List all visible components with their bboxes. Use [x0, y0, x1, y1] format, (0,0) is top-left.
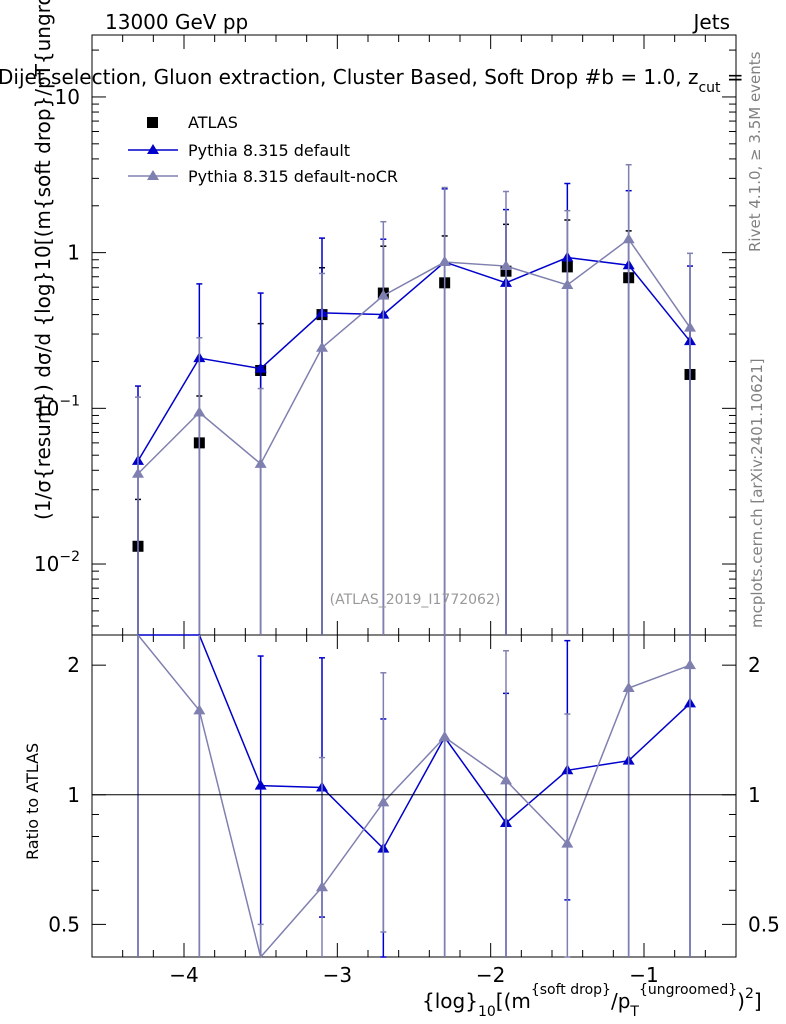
mc-data-point — [254, 362, 267, 373]
y-tick-base: 10 — [34, 396, 59, 420]
y-tick-base: 1 — [67, 241, 80, 265]
y-tick-label-main: 10−1 — [34, 393, 80, 420]
y-tick-label-ratio: 1 — [67, 783, 80, 807]
main-series-layer — [132, 163, 696, 635]
ratio-point — [684, 659, 696, 670]
analysis-id: (ATLAS_2019_I1772062) — [330, 592, 501, 608]
legend-nocr-marker — [147, 170, 159, 180]
mc-data-point — [316, 341, 328, 352]
mc-data-point — [561, 278, 574, 289]
mc-data-point — [254, 457, 267, 468]
ratio-point — [377, 796, 390, 807]
legend-default-label: Pythia 8.315 default — [188, 141, 350, 160]
mc-data-point — [377, 289, 390, 300]
x-tick-label: −3 — [323, 963, 352, 987]
x-label-sup1: {soft drop} — [531, 982, 611, 998]
x-axis-label: {log}10[(m{soft drop}/pT{ungroomed})2] — [422, 982, 762, 1020]
rivet-label: Rivet 4.1.0, ≥ 3.5M events — [746, 51, 764, 252]
ratio-point — [500, 774, 512, 785]
y-tick-label-ratio-right: 2 — [748, 653, 761, 677]
jets-label: Jets — [692, 10, 730, 34]
mc-data-point — [684, 321, 696, 332]
x-label-mid: [(m — [496, 989, 531, 1013]
series-line-2 — [137, 238, 691, 475]
x-label-sup3: 2 — [745, 986, 754, 1002]
legend-atlas-label: ATLAS — [188, 113, 238, 132]
plot-title-main: Dijet selection, Gluon extraction, Clust… — [0, 65, 698, 89]
y-tick-label-main: 10−2 — [34, 549, 80, 576]
mc-data-point — [132, 467, 144, 478]
x-tick-label: −1 — [629, 963, 658, 987]
ratio-frame — [91, 634, 737, 958]
x-label-close: ] — [754, 989, 762, 1013]
plot-title: Dijet selection, Gluon extraction, Clust… — [0, 65, 744, 96]
y-tick-label-main: 10 — [55, 85, 80, 109]
legend: ATLAS Pythia 8.315 default Pythia 8.315 … — [128, 113, 398, 186]
ratio-point — [438, 731, 451, 742]
mc-data-point — [193, 406, 206, 417]
energy-label: 13000 GeV pp — [105, 10, 248, 34]
y-tick-label-ratio-right: 0.5 — [748, 912, 780, 936]
y-tick-label-ratio: 0.5 — [48, 912, 80, 936]
mcplots-label: mcplots.cern.ch [arXiv:2401.10621] — [748, 358, 766, 628]
mc-data-point — [438, 256, 451, 267]
x-label-sup2: {ungroomed} — [639, 982, 737, 998]
x-label-sub2: T — [629, 1004, 639, 1020]
plot-title-tail: = — [721, 65, 744, 89]
x-tick-label: −2 — [476, 963, 505, 987]
x-tick-label: −4 — [169, 963, 198, 987]
ratio-line-1 — [137, 634, 691, 959]
mc-data-point — [500, 260, 512, 271]
plot-title-sub: cut — [698, 80, 721, 96]
legend-atlas-marker — [147, 117, 158, 128]
x-label-sub1: 10 — [478, 1004, 496, 1020]
x-label-mid2: /p — [611, 989, 630, 1013]
legend-nocr-label: Pythia 8.315 default-noCR — [188, 167, 398, 186]
legend-default-marker — [147, 144, 159, 154]
y-tick-base: 10 — [55, 85, 80, 109]
ratio-point — [254, 779, 267, 790]
x-label-end: ) — [737, 989, 745, 1013]
y-tick-label-ratio-right: 1 — [748, 783, 761, 807]
y-tick-label-main: 1 — [67, 241, 80, 265]
y-axis-label: (1/σ{resum}) dσ/d {log}10[(m{soft drop}/… — [31, 0, 55, 520]
y-tick-exponent: −2 — [59, 549, 80, 565]
ratio-point — [193, 704, 206, 715]
y-tick-label-ratio: 2 — [67, 653, 80, 677]
ratio-point — [622, 682, 635, 693]
ratio-point — [316, 881, 328, 892]
mc-data-point — [622, 233, 635, 244]
ratio-series-layer — [137, 634, 696, 959]
ratio-point — [561, 837, 574, 848]
y-tick-base: 10 — [34, 552, 59, 576]
ratio-y-axis-label: Ratio to ATLAS — [23, 743, 42, 860]
x-label-main: {log} — [422, 989, 478, 1013]
y-tick-exponent: −1 — [59, 393, 80, 409]
